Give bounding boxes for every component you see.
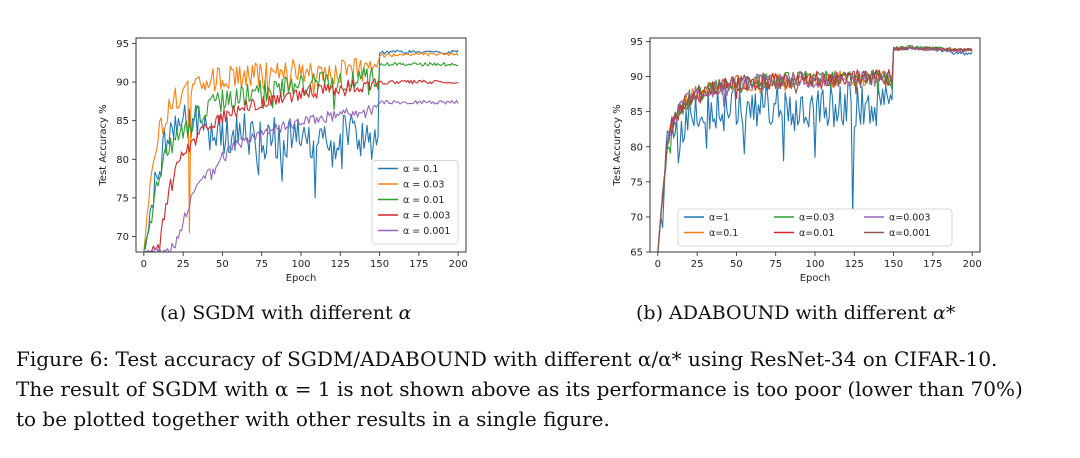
subcaption-a-label: (a)	[160, 302, 187, 324]
adabound-plot: 0 25 50 75 100 125 150 175 200 65 70 75 80 85 90 95 Epoc…	[612, 37, 982, 284]
adabound-y-axis-label: Test Accuracy %	[612, 104, 623, 186]
adabound-legend-label: α=1	[709, 213, 729, 224]
adabound-y-tick-label: 70	[630, 212, 643, 223]
sgdm-legend-label: α = 0.01	[403, 195, 444, 206]
sgdm-legend-label: α = 0.001	[403, 226, 450, 237]
sgdm-x-tick-label: 50	[216, 259, 229, 270]
adabound-y-tick-label: 85	[630, 107, 643, 118]
sgdm-legend-label: α = 0.03	[403, 180, 444, 191]
sgdm-x-tick-label: 0	[141, 259, 147, 270]
sgdm-x-tick-label: 100	[291, 259, 310, 270]
sgdm-x-tick-label: 25	[177, 259, 190, 270]
adabound-x-tick-label: 25	[691, 259, 704, 270]
adabound-x-tick-label: 200	[963, 259, 982, 270]
subcaption-a: (a) SGDM with different α	[160, 302, 411, 324]
adabound-legend: α=1 α=0.1 α=0.03 α=0.01 α=0.003 α=0.001	[677, 208, 953, 247]
adabound-y-tick-label: 95	[630, 37, 643, 48]
subcaption-b-symbol: α*	[933, 302, 956, 324]
subcaption-a-symbol: α	[398, 302, 412, 324]
adabound-x-tick-label: 100	[805, 259, 824, 270]
sgdm-x-axis-label: Epoch	[286, 273, 317, 284]
sgdm-plot: 0 25 50 75 100 125 150 175 200 70 75 80 85 90 95 Epoch T…	[98, 37, 468, 284]
adabound-y-tick-label: 65	[630, 248, 643, 259]
subcaption-b: (b) ADABOUND with different α*	[636, 302, 955, 324]
sgdm-series-line	[143, 49, 459, 251]
subcaption-a-text: with different	[261, 302, 393, 324]
adabound-x-tick-label: 175	[923, 259, 942, 270]
adabound-series-line	[657, 46, 973, 252]
subcaption-b-text: with different	[795, 302, 927, 324]
sgdm-y-tick-label: 75	[116, 193, 129, 204]
adabound-legend-label: α=0.001	[889, 228, 930, 239]
adabound-legend-label: α=0.1	[709, 228, 738, 239]
sgdm-y-tick-label: 80	[116, 155, 129, 166]
sgdm-legend-label: α = 0.1	[403, 164, 438, 175]
sgdm-y-tick-label: 95	[116, 39, 129, 50]
sgdm-x-tick-label: 175	[409, 259, 428, 270]
adabound-x-axis-label: Epoch	[800, 273, 831, 284]
adabound-legend-box	[677, 208, 953, 247]
figure-caption: Figure 6: Test accuracy of SGDM/ADABOUND…	[16, 344, 1076, 434]
sgdm-x-tick-label: 75	[255, 259, 268, 270]
adabound-y-tick-label: 75	[630, 177, 643, 188]
adabound-legend-label: α=0.003	[889, 213, 930, 224]
adabound-series-line	[657, 44, 973, 252]
adabound-y-tick-label: 90	[630, 72, 643, 83]
sgdm-legend: α = 0.1 α = 0.03 α = 0.01 α = 0.003 α = 0.00…	[371, 160, 459, 245]
sgdm-legend-box	[371, 160, 459, 245]
sgdm-series-line	[143, 99, 459, 252]
sgdm-legend-label: α = 0.003	[403, 211, 450, 222]
caption-line-1: Figure 6: Test accuracy of SGDM/ADABOUND…	[16, 347, 998, 371]
subcaption-b-label: (b)	[636, 302, 663, 324]
adabound-x-tick-label: 50	[730, 259, 743, 270]
adabound-x-tick-label: 75	[769, 259, 782, 270]
sgdm-series-line	[143, 61, 459, 251]
subcaption-b-method: ADABOUND	[669, 302, 790, 324]
adabound-legend-label: α=0.03	[799, 213, 834, 224]
sgdm-y-tick-label: 85	[116, 116, 129, 127]
adabound-x-tick-label: 150	[884, 259, 903, 270]
adabound-legend-label: α=0.01	[799, 228, 834, 239]
caption-line-3: to be plotted together with other result…	[16, 407, 610, 431]
sgdm-y-axis-label: Test Accuracy %	[98, 104, 109, 186]
sgdm-y-tick-label: 70	[116, 232, 129, 243]
adabound-y-tick-label: 80	[630, 142, 643, 153]
caption-line-2: The result of SGDM with α = 1 is not sho…	[16, 377, 1023, 401]
sgdm-x-tick-label: 200	[449, 259, 468, 270]
sgdm-y-tick-label: 90	[116, 78, 129, 89]
adabound-x-tick-label: 125	[845, 259, 864, 270]
adabound-chart: 0 25 50 75 100 125 150 175 200 65 70 75 80 85 90 95 Epoc…	[612, 37, 982, 284]
sgdm-series-line	[143, 78, 459, 252]
sgdm-x-tick-label: 125	[331, 259, 350, 270]
subcaption-a-method: SGDM	[192, 302, 256, 324]
sgdm-x-tick-label: 150	[370, 259, 389, 270]
sgdm-chart: 0 25 50 75 100 125 150 175 200 70 75 80 85 90 95 Epoch T…	[98, 37, 468, 284]
adabound-x-tick-label: 0	[655, 259, 661, 270]
